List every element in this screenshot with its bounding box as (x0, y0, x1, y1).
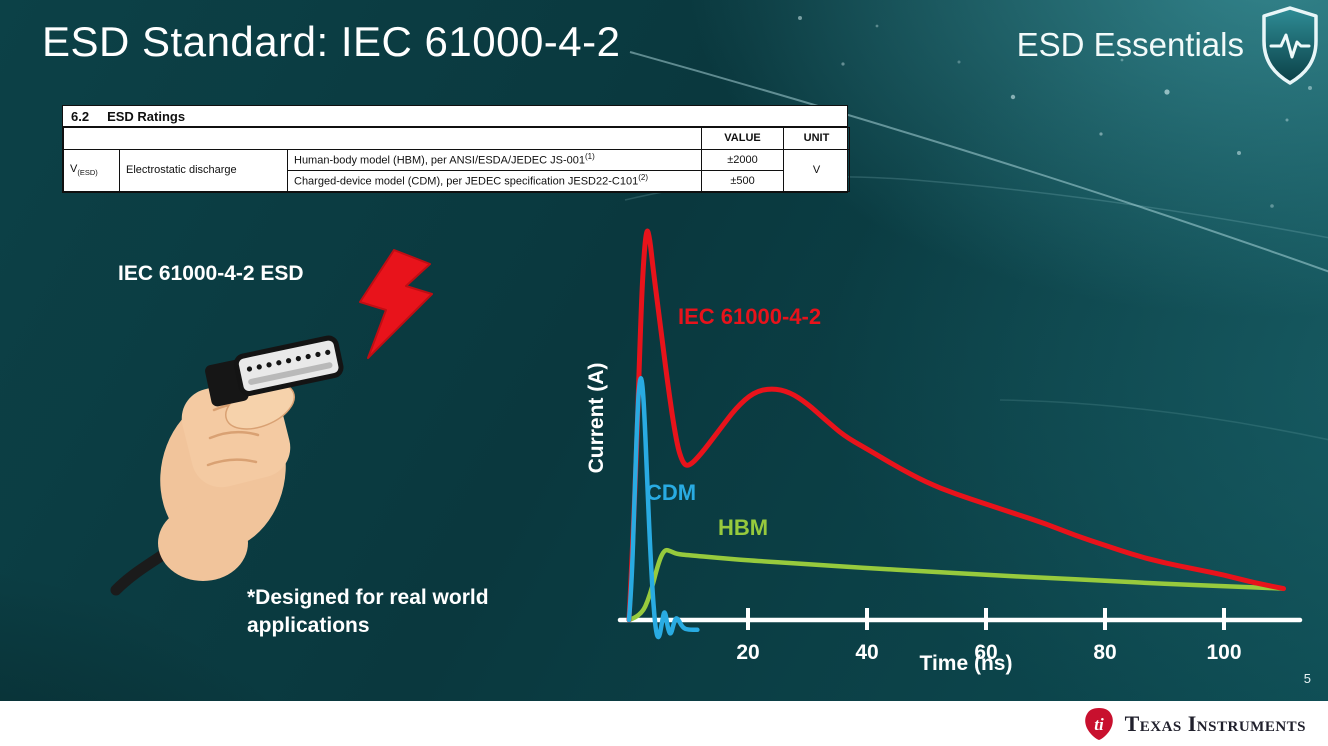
page-title: ESD Standard: IEC 61000-4-2 (42, 18, 621, 65)
page-number: 5 (1303, 671, 1311, 686)
table-header-row: VALUE UNIT (62, 127, 851, 150)
svg-text:100: 100 (1206, 641, 1241, 664)
cdm-value-cell: ±500 (701, 169, 785, 192)
unit-cell: V (783, 149, 851, 192)
header-unit: UNIT (783, 127, 851, 150)
header-value: VALUE (701, 127, 785, 150)
hbm-value-cell: ±2000 (701, 149, 785, 171)
esd-ratings-table: 6.2 ESD Ratings VALUE UNIT V(ESD) Electr… (62, 105, 851, 193)
svg-text:ti: ti (1094, 715, 1104, 734)
cdm-footnote: (2) (638, 172, 648, 182)
footer-bar: ti Texas Instruments (0, 701, 1328, 746)
series-brand-label: ESD Essentials (1016, 26, 1244, 63)
designed-caption: *Designed for real world applications (247, 586, 489, 638)
iec-esd-label: IEC 61000-4-2 ESD (118, 262, 304, 285)
hbm-description: Human-body model (HBM), per ANSI/ESDA/JE… (294, 154, 585, 167)
hbm-footnote: (1) (585, 152, 595, 161)
param-symbol: V (70, 163, 78, 176)
svg-text:80: 80 (1093, 641, 1116, 664)
svg-text:60: 60 (974, 641, 997, 664)
hand-connector-illustration (110, 335, 344, 596)
series-label-hbm: HBM (718, 515, 769, 540)
ti-logo-icon: ti (1084, 707, 1113, 740)
hbm-description-cell: Human-body model (HBM), per ANSI/ESDA/JE… (286, 149, 703, 171)
param-name-cell: Electrostatic discharge (119, 149, 288, 192)
table-row: Charged-device model (CDM), per JEDEC sp… (64, 169, 850, 192)
x-axis-label: Time (ns) (919, 652, 1013, 675)
series-brand: ESD Essentials (1017, 26, 1244, 64)
ratings-table-heading: 6.2 ESD Ratings (63, 106, 847, 127)
cdm-description: Charged-device model (CDM), per JEDEC sp… (294, 175, 639, 188)
y-axis-label: Current (A) (585, 362, 608, 474)
ti-logo-text: Texas Instruments (1124, 710, 1306, 736)
header-blank-cell (62, 127, 703, 150)
pulse-line-icon (1269, 33, 1311, 59)
svg-text:20: 20 (736, 641, 759, 664)
esd-waveform-chart: 20 40 60 80 100 (617, 228, 1303, 664)
table-row: V(ESD) Electrostatic discharge Human-bod… (63, 149, 851, 192)
lightning-bolt-icon (359, 249, 433, 359)
cdm-description-cell: Charged-device model (CDM), per JEDEC sp… (286, 169, 703, 192)
hdmi-connector (205, 335, 344, 407)
ratings-grid: VALUE UNIT V(ESD) Electrostatic discharg… (62, 127, 851, 192)
hand (158, 378, 295, 581)
series-label-iec: IEC 61000-4-2 (678, 304, 822, 329)
esd-shield-icon (1262, 6, 1318, 85)
param-symbol-sub: (ESD) (77, 168, 98, 178)
section-title: ESD Ratings (107, 109, 186, 124)
section-number: 6.2 (71, 109, 90, 124)
series-label-cdm: CDM (646, 480, 697, 505)
chart-curves: 20 40 60 80 100 (626, 228, 1286, 664)
param-symbol-cell: V(ESD) (63, 149, 120, 192)
svg-text:40: 40 (855, 641, 878, 664)
